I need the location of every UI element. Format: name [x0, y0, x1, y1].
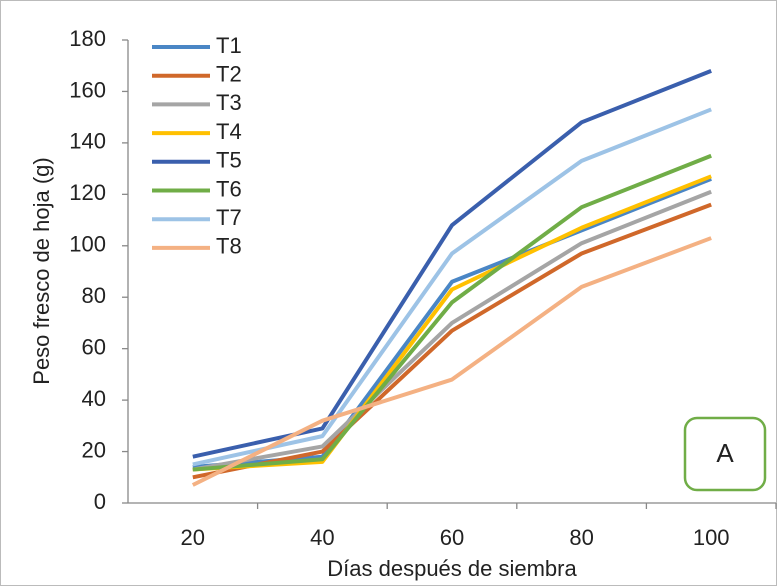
- y-tick-label: 140: [69, 129, 106, 154]
- x-tick-label: 80: [569, 525, 593, 550]
- y-tick-label: 160: [69, 77, 106, 102]
- y-tick-label: 100: [69, 232, 106, 257]
- series-line: [192, 69, 712, 459]
- series-line: [192, 202, 712, 480]
- x-tick-label: 100: [693, 525, 730, 550]
- y-tick-label: 20: [82, 437, 106, 462]
- x-tick-label: 60: [440, 525, 464, 550]
- series-line: [191, 236, 712, 487]
- y-tick-label: 40: [82, 386, 106, 411]
- y-axis-label: Peso fresco de hoja (g): [29, 157, 54, 384]
- legend-label: T2: [216, 62, 242, 87]
- y-tick-label: 180: [69, 26, 106, 51]
- x-tick-label: 20: [181, 525, 205, 550]
- annotation-box: [683, 416, 767, 492]
- series-line: [192, 153, 712, 472]
- series-line: [192, 189, 712, 472]
- annotation: A: [716, 438, 734, 468]
- legend-label: T3: [216, 90, 242, 115]
- legend-label: T8: [216, 234, 242, 259]
- y-tick-label: 120: [69, 180, 106, 205]
- legend-label: T5: [216, 148, 242, 173]
- y-tick-label: 80: [82, 283, 106, 308]
- legend-label: T1: [216, 33, 242, 58]
- legend-label: T7: [216, 205, 242, 230]
- y-tick-label: 60: [82, 334, 106, 359]
- x-axis-label: Días después de siembra: [327, 556, 577, 581]
- x-tick-label: 40: [310, 525, 334, 550]
- y-tick-label: 0: [94, 489, 106, 514]
- series-line: [192, 107, 712, 467]
- legend-label: T4: [216, 119, 242, 144]
- legend-label: T6: [216, 176, 242, 201]
